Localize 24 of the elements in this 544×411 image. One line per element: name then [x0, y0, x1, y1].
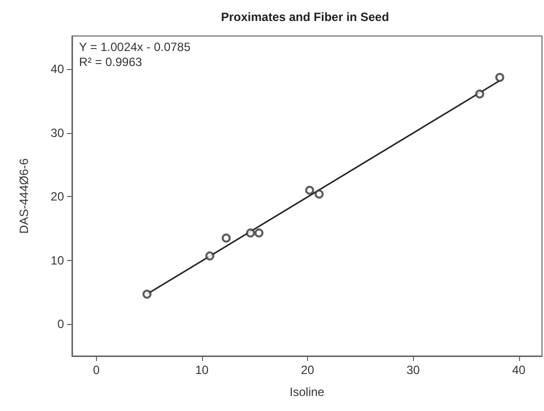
- annotation: R² = 0.9963: [79, 55, 142, 69]
- y-tick-label: 0: [57, 317, 64, 332]
- point: [205, 251, 214, 260]
- y-tick-label: 40: [50, 62, 64, 76]
- x-tick-label: 0: [92, 363, 100, 377]
- point: [142, 290, 152, 299]
- y-tick-label: 10: [50, 253, 64, 268]
- x-tick-label: 40: [512, 363, 526, 377]
- point: [305, 186, 314, 195]
- point: [222, 234, 231, 243]
- point: [495, 72, 504, 82]
- x-tick-label: 10: [195, 363, 209, 377]
- y-axis-title: DAS-444Ø6-6: [17, 158, 31, 234]
- x-axis-title: Isoline: [290, 385, 325, 399]
- y-tick-label: 30: [50, 126, 64, 140]
- x-tick-label: 30: [406, 363, 420, 377]
- x-tick-label: 20: [300, 363, 315, 377]
- y-tick-label: 20: [50, 190, 64, 204]
- point: [254, 228, 264, 238]
- point: [475, 90, 484, 99]
- annotation: Y = 1.0024x - 0.0785: [79, 40, 191, 54]
- chart-title: Proximates and Fiber in Seed: [220, 10, 390, 24]
- point: [314, 190, 324, 199]
- point: [246, 228, 255, 238]
